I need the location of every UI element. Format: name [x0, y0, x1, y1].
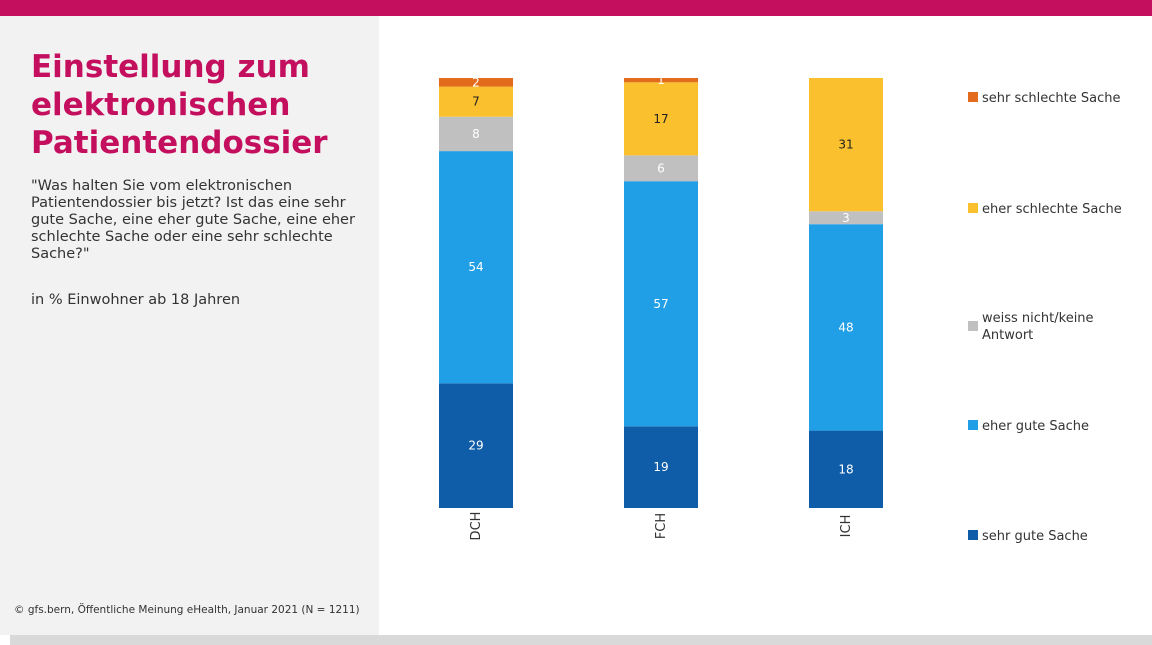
legend-swatch [968, 530, 978, 540]
data-label: 17 [653, 112, 668, 126]
page-title: Einstellung zum elektronischen Patienten… [31, 49, 328, 161]
unit-note: in % Einwohner ab 18 Jahren [31, 292, 241, 308]
data-label: 18 [838, 462, 853, 476]
left-text-panel [0, 16, 379, 635]
bar-segment-fch-0 [624, 426, 698, 508]
bar-segment-dch-1 [439, 151, 513, 384]
bar-segment-ich-1 [809, 224, 883, 431]
bar-segment-fch-2 [624, 155, 698, 182]
legend-swatch [968, 321, 978, 331]
bar-segment-dch-2 [439, 116, 513, 152]
data-label: 8 [472, 127, 480, 141]
data-label: 57 [653, 297, 668, 311]
top-accent-bar [0, 0, 1152, 16]
bar-segment-ich-0 [809, 430, 883, 508]
data-label: 6 [657, 161, 665, 175]
category-label-fch: FCH [654, 513, 669, 539]
data-label: 19 [653, 460, 668, 474]
data-label: 54 [468, 260, 483, 274]
bar-segment-dch-3 [439, 86, 513, 117]
legend-swatch [968, 420, 978, 430]
bar-segment-ich-3 [809, 78, 883, 212]
survey-question: "Was halten Sie vom elektronischen Patie… [31, 178, 355, 262]
category-label-ich: ICH [839, 515, 854, 538]
bar-segment-fch-4 [624, 78, 698, 83]
bar-segment-fch-1 [624, 181, 698, 427]
legend-label: sehr gute Sache [982, 529, 1088, 544]
legend-label: eher gute Sache [982, 419, 1089, 434]
legend-label: sehr schlechte Sache [982, 91, 1120, 106]
bar-segment-dch-4 [439, 78, 513, 87]
data-label: 31 [838, 138, 853, 152]
bottom-divider-bar [10, 635, 1152, 645]
legend-label: weiss nicht/keine Antwort [982, 311, 1094, 343]
data-label: 48 [838, 320, 853, 334]
data-label: 29 [468, 439, 483, 453]
data-label: 2 [472, 75, 480, 89]
bar-segment-dch-0 [439, 383, 513, 508]
data-label: 1 [657, 73, 665, 87]
data-label: 3 [842, 211, 850, 225]
bar-segment-fch-3 [624, 82, 698, 156]
legend-swatch [968, 92, 978, 102]
source-footer: © gfs.bern, Öffentliche Meinung eHealth,… [14, 604, 360, 616]
bar-segment-ich-2 [809, 211, 883, 225]
data-label: 7 [472, 95, 480, 109]
legend-swatch [968, 203, 978, 213]
legend-label: eher schlechte Sache [982, 202, 1122, 217]
category-label-dch: DCH [469, 512, 484, 541]
